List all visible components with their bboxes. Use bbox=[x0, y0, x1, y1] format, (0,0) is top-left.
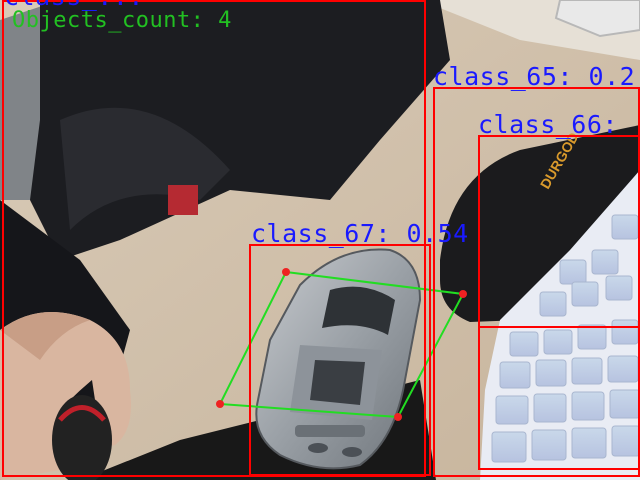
detection-label-class-65: class_65: 0.2 bbox=[433, 62, 636, 91]
detection-label-class-66: class_66: bbox=[478, 110, 618, 139]
hand-shadow bbox=[0, 312, 90, 360]
toy-car bbox=[255, 248, 422, 470]
wrist-rest bbox=[440, 125, 640, 322]
phone bbox=[554, 0, 640, 38]
keyboard-keys bbox=[491, 214, 640, 463]
red-shirt bbox=[168, 185, 198, 215]
polygon-vertex bbox=[282, 268, 290, 276]
polygon-vertex bbox=[459, 290, 467, 298]
detection-box-class-67 bbox=[249, 244, 431, 476]
polygon-vertex bbox=[216, 400, 224, 408]
mouse-red-trim bbox=[58, 405, 106, 422]
detection-box-keyboard bbox=[478, 326, 640, 470]
detection-label-top-left: class_... bbox=[4, 0, 144, 10]
detection-box-top-left bbox=[2, 0, 426, 477]
objects-count-label: Objects_count: 4 bbox=[12, 8, 232, 33]
polygon-vertex bbox=[394, 413, 402, 421]
detection-label-class-67: class_67: 0.54 bbox=[251, 219, 469, 248]
jacket-fold bbox=[60, 107, 230, 230]
